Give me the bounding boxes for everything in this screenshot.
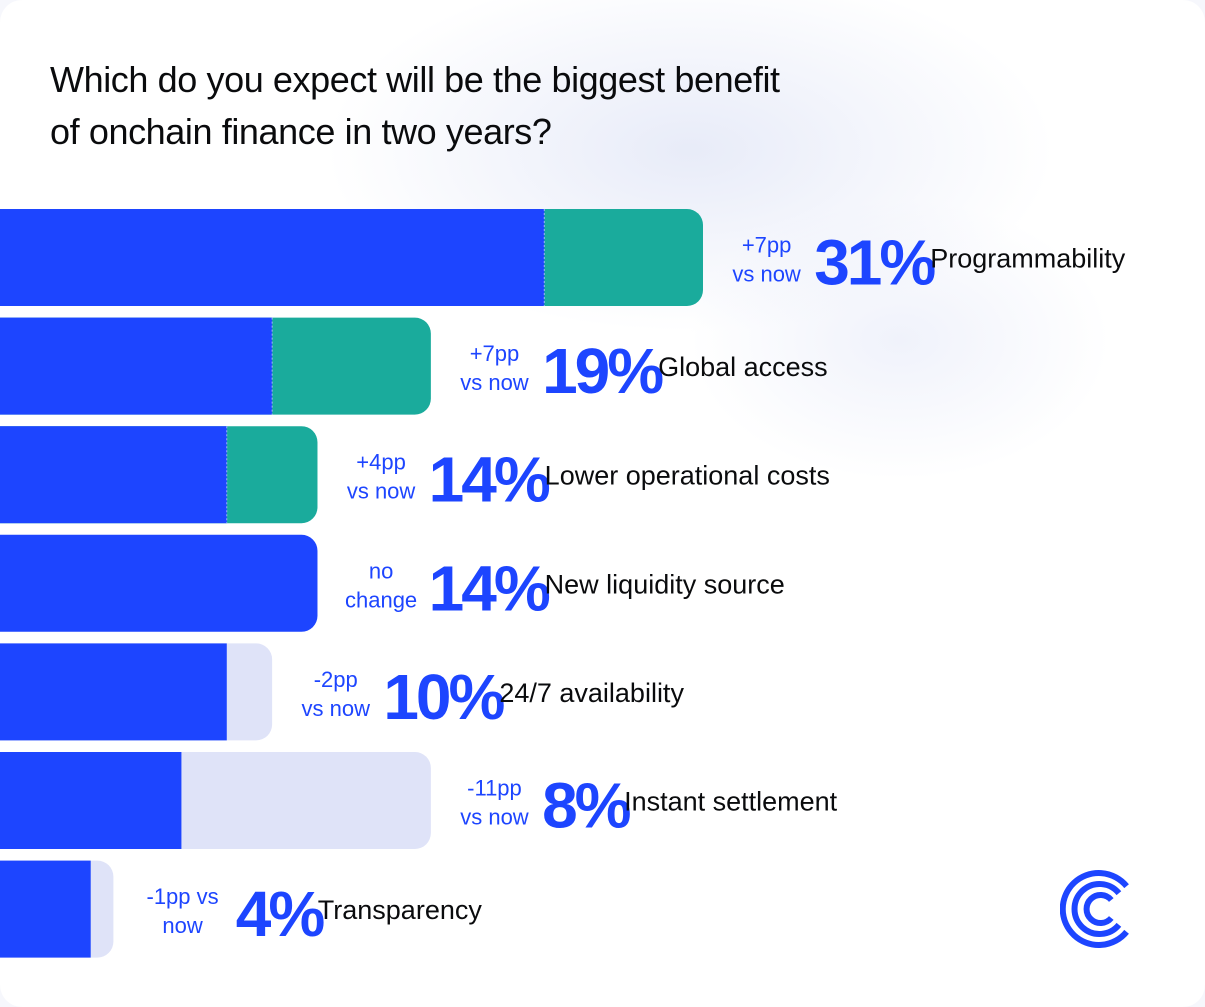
chart-title: Which do you expect will be the biggest …	[50, 54, 910, 158]
value-label: 14%	[429, 552, 550, 624]
category-label: Transparency	[318, 895, 483, 925]
change-label-line-1: +7pp	[470, 341, 520, 366]
change-label-line-2: vs now	[460, 805, 529, 830]
bar-row: -1pp vs now 4%Transparency	[0, 860, 483, 958]
value-bar	[0, 860, 91, 958]
value-label: 4%	[236, 878, 325, 950]
value-label: 8%	[542, 770, 631, 842]
bar-row: no change 14%New liquidity source	[0, 534, 785, 632]
chart-title-line-2: of onchain finance in two years?	[50, 111, 552, 152]
value-label: 31%	[814, 227, 935, 299]
category-label: Lower operational costs	[545, 461, 830, 491]
value-label: 14%	[429, 444, 550, 516]
change-label-line-2: vs now	[301, 696, 370, 721]
value-bar	[0, 426, 227, 524]
change-label-line-1: +7pp	[742, 233, 792, 258]
category-label: Programmability	[930, 244, 1126, 274]
change-label-line-2: vs now	[347, 479, 416, 504]
value-label: 10%	[383, 661, 504, 733]
bar-row: +7pp vs now 31%Programmability	[0, 209, 1126, 306]
value-bar	[0, 534, 318, 632]
coinbase-logo-icon	[1060, 870, 1129, 948]
change-label-line-2: vs now	[732, 262, 801, 287]
value-bar	[0, 317, 273, 415]
category-label: New liquidity source	[545, 569, 785, 599]
change-label-line-1: no	[369, 558, 393, 583]
category-label: 24/7 availability	[499, 678, 684, 708]
change-label-line-2: vs now	[460, 370, 529, 395]
chart-title-line-1: Which do you expect will be the biggest …	[50, 59, 780, 100]
value-bar	[0, 643, 227, 741]
value-bar	[0, 752, 182, 849]
change-label-line-1: -2pp	[314, 667, 358, 692]
change-label-line-2: change	[345, 587, 417, 612]
value-bar	[0, 209, 545, 306]
category-label: Global access	[658, 352, 828, 382]
bar-row: -2pp vs now 10%24/7 availability	[0, 643, 684, 741]
change-label-line-1: -1pp vs	[147, 884, 219, 909]
change-label-line-1: +4pp	[356, 450, 406, 475]
change-label-line-2: now	[162, 913, 202, 938]
bar-row: +7pp vs now 19%Global access	[0, 317, 828, 415]
change-label-line-1: -11pp	[467, 776, 522, 801]
bar-row: +4pp vs now 14%Lower operational costs	[0, 426, 830, 524]
bar-row: -11pp vs now 8%Instant settlement	[0, 752, 838, 849]
value-label: 19%	[542, 335, 663, 407]
category-label: Instant settlement	[624, 787, 838, 817]
